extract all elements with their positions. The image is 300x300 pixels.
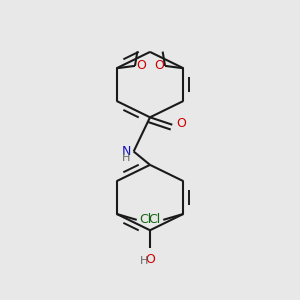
Text: O: O <box>176 117 186 130</box>
Text: H: H <box>140 256 148 266</box>
Text: Cl: Cl <box>139 213 152 226</box>
Text: N: N <box>121 145 131 158</box>
Text: O: O <box>154 59 164 72</box>
Text: H: H <box>122 153 130 163</box>
Text: O: O <box>145 254 155 266</box>
Text: O: O <box>136 59 146 72</box>
Text: Cl: Cl <box>148 213 161 226</box>
